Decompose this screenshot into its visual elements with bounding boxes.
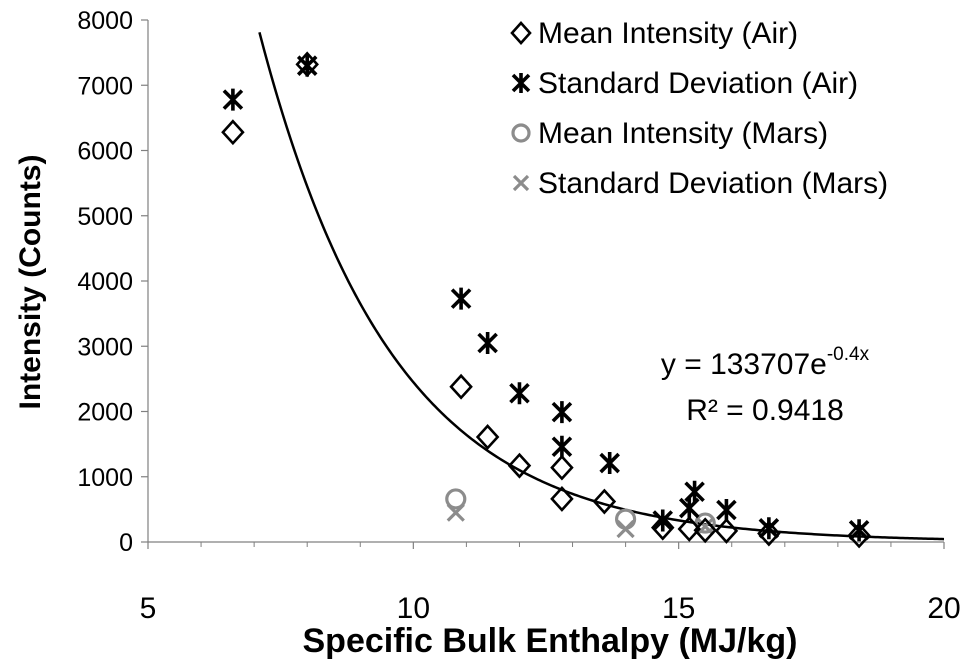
data-point [509, 382, 530, 405]
y-tick-label: 6000 [77, 138, 133, 166]
legend-marker [512, 174, 530, 192]
data-point [296, 54, 318, 77]
data-point [551, 401, 573, 424]
legend-marker [510, 21, 532, 45]
data-points [221, 51, 871, 549]
legend-label: Standard Deviation (Air) [538, 67, 858, 100]
legend-item: Mean Intensity (Air) [510, 17, 798, 50]
y-axis-title: Intensity (Counts) [14, 155, 47, 410]
equation-base: y = 133707e [661, 348, 827, 381]
data-point [848, 519, 870, 542]
data-point [693, 517, 717, 544]
legend-item: Standard Deviation (Mars) [512, 167, 888, 200]
y-tick-label: 0 [119, 529, 133, 557]
data-point [551, 435, 573, 458]
series-standard-deviation-mars [446, 503, 715, 539]
data-point [677, 516, 702, 542]
axes: 0 1000 2000 3000 4000 5000 6000 7000 8000 5 10 15 20 [77, 7, 960, 625]
x-axis-title: Specific Bulk Enthalpy (MJ/kg) [303, 622, 798, 660]
data-point [475, 424, 500, 450]
legend-marker [511, 73, 531, 93]
data-point [550, 454, 574, 481]
legend-label: Mean Intensity (Mars) [538, 117, 828, 150]
data-point [716, 499, 737, 522]
data-point [757, 520, 781, 547]
legend-marker [511, 123, 531, 143]
y-tick-label: 8000 [77, 7, 133, 35]
x-tick-label: 5 [140, 592, 157, 625]
series-standard-deviation-air [222, 54, 870, 542]
data-point [847, 522, 871, 549]
y-tick-label: 7000 [77, 72, 133, 100]
data-point [614, 508, 637, 530]
r-squared-label: R² = 0.9418 [686, 394, 844, 427]
legend: Mean Intensity (Air) Standard Deviation (… [510, 17, 888, 200]
y-tick-label: 1000 [77, 464, 133, 492]
data-point [650, 514, 675, 541]
data-point [221, 119, 245, 146]
data-point [222, 88, 244, 111]
y-tick-label: 3000 [77, 333, 133, 361]
data-point [446, 503, 465, 522]
data-point [550, 486, 574, 512]
x-tick-label: 10 [397, 592, 430, 625]
data-point [445, 488, 467, 510]
data-point [694, 512, 716, 534]
trendline-equation: y = 133707e-0.4x [661, 344, 870, 381]
data-point [616, 519, 635, 539]
x-tick-label: 15 [662, 592, 695, 625]
data-point [696, 517, 715, 536]
x-tick-label: 20 [927, 592, 960, 625]
data-point [450, 287, 472, 310]
legend-label: Standard Deviation (Mars) [538, 167, 888, 200]
data-point [449, 373, 473, 400]
data-point [507, 452, 532, 479]
trendline [258, 31, 945, 541]
annotations: y = 133707e-0.4x R² = 0.9418 [661, 344, 870, 427]
y-tick-label: 2000 [77, 399, 133, 427]
data-point [652, 509, 674, 532]
data-point [477, 331, 498, 354]
data-point [592, 488, 617, 515]
series-mean-intensity-mars [445, 488, 716, 534]
data-point [758, 517, 780, 540]
y-tick-label: 5000 [77, 203, 133, 231]
data-point [714, 517, 739, 544]
data-point [599, 452, 620, 475]
legend-item: Mean Intensity (Mars) [511, 117, 828, 150]
trendline-group [258, 31, 945, 541]
legend-label: Mean Intensity (Air) [538, 17, 798, 50]
data-point [684, 480, 705, 503]
y-tick-label: 4000 [77, 268, 133, 296]
equation-exponent: -0.4x [827, 344, 870, 365]
legend-item: Standard Deviation (Air) [511, 67, 858, 100]
